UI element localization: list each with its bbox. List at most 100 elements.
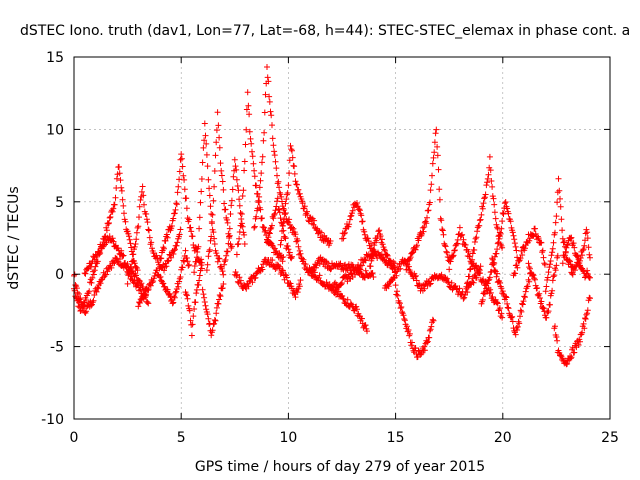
data-point xyxy=(426,199,433,206)
data-point xyxy=(493,250,500,257)
data-point xyxy=(494,270,501,277)
chart-title: dSTEC Iono. truth (dav1, Lon=77, Lat=-68… xyxy=(20,23,630,39)
chart-grid xyxy=(74,57,610,419)
data-point xyxy=(274,198,280,205)
data-point xyxy=(185,262,192,269)
data-point xyxy=(95,285,102,292)
data-point xyxy=(272,207,279,214)
data-point xyxy=(286,157,293,164)
data-point xyxy=(496,229,503,236)
data-point xyxy=(111,201,118,208)
data-point xyxy=(216,292,223,298)
data-point xyxy=(381,247,388,254)
data-point xyxy=(429,172,435,179)
data-point xyxy=(512,270,519,277)
data-point xyxy=(233,166,240,173)
chart-points xyxy=(71,64,593,368)
data-point xyxy=(296,247,303,254)
data-point xyxy=(141,201,147,208)
data-point xyxy=(359,315,365,322)
data-point xyxy=(217,160,224,167)
data-point xyxy=(420,228,427,235)
data-point xyxy=(397,305,404,312)
data-point xyxy=(401,317,408,324)
data-point xyxy=(277,191,284,198)
data-point xyxy=(431,139,438,146)
data-point xyxy=(449,253,456,260)
data-point xyxy=(86,288,93,295)
data-point xyxy=(371,242,378,249)
data-point xyxy=(463,283,470,290)
data-point xyxy=(235,240,242,247)
data-point xyxy=(177,274,184,280)
data-point xyxy=(579,329,586,336)
data-point xyxy=(251,224,258,231)
data-point xyxy=(498,225,505,232)
data-point xyxy=(181,186,188,193)
data-point xyxy=(549,277,556,284)
data-point xyxy=(135,303,142,310)
data-point xyxy=(96,249,103,256)
data-point xyxy=(572,263,579,270)
data-point xyxy=(197,267,204,274)
y-tick-label: 10 xyxy=(46,122,64,138)
data-point xyxy=(512,331,519,338)
data-point xyxy=(176,168,183,175)
data-point xyxy=(211,183,218,190)
data-point xyxy=(579,252,586,259)
data-point xyxy=(566,257,573,264)
data-point xyxy=(346,216,353,223)
data-point xyxy=(273,165,280,172)
data-point xyxy=(522,288,529,295)
data-point xyxy=(393,291,400,298)
data-point xyxy=(178,151,185,158)
data-point xyxy=(562,249,569,256)
data-point xyxy=(111,259,118,266)
data-point xyxy=(192,299,199,306)
data-point xyxy=(391,264,398,271)
data-point xyxy=(369,270,376,276)
x-tick-label: 0 xyxy=(70,430,79,446)
data-point xyxy=(129,258,136,265)
data-point xyxy=(254,190,261,197)
data-point xyxy=(349,270,355,277)
data-point xyxy=(339,293,346,299)
y-tick-label: -5 xyxy=(50,340,64,356)
data-point xyxy=(469,250,476,257)
data-point xyxy=(492,215,499,222)
data-point xyxy=(213,310,220,317)
data-point xyxy=(384,252,391,259)
data-point xyxy=(445,279,452,286)
data-point xyxy=(261,228,268,235)
data-point xyxy=(84,265,91,272)
data-point xyxy=(183,292,190,299)
data-point xyxy=(277,215,284,222)
data-point xyxy=(189,321,196,328)
data-point xyxy=(195,243,202,250)
data-point xyxy=(240,187,247,194)
data-point xyxy=(557,203,564,210)
data-point xyxy=(249,279,256,286)
data-point xyxy=(198,176,205,182)
data-point xyxy=(203,306,210,313)
data-point xyxy=(241,231,248,238)
data-point xyxy=(136,300,143,306)
data-point xyxy=(175,183,182,190)
data-point xyxy=(269,222,275,229)
data-point xyxy=(74,289,81,296)
data-point xyxy=(212,317,219,324)
data-point xyxy=(485,171,492,178)
data-point xyxy=(361,228,368,235)
data-point xyxy=(582,315,588,322)
data-point xyxy=(280,267,286,274)
data-point xyxy=(569,271,576,278)
data-point xyxy=(258,170,265,177)
data-point xyxy=(553,334,560,340)
data-point xyxy=(190,313,197,320)
data-point xyxy=(146,234,153,241)
data-point xyxy=(276,209,283,216)
data-point xyxy=(178,155,185,162)
data-point xyxy=(534,285,541,291)
data-point xyxy=(436,186,443,193)
data-point xyxy=(477,270,483,277)
